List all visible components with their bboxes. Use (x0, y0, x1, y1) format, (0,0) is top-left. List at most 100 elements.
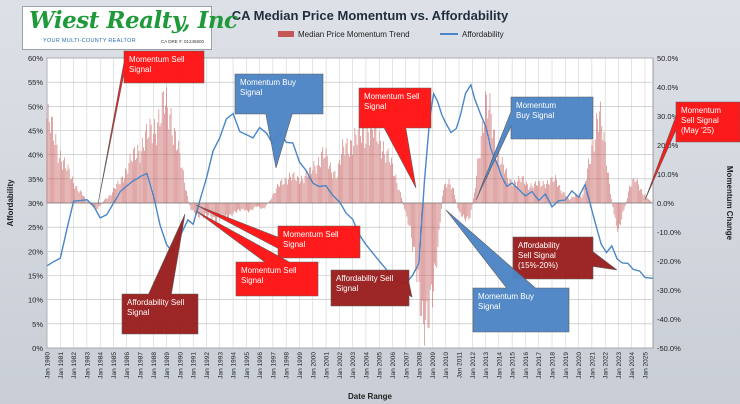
momentum-bar (619, 203, 620, 225)
momentum-bar (437, 203, 439, 248)
momentum-bar (105, 198, 106, 203)
momentum-bar (561, 193, 563, 203)
momentum-bar (642, 193, 644, 203)
momentum-bar (171, 135, 173, 203)
momentum-bar (73, 183, 74, 203)
momentum-bar (635, 180, 637, 203)
momentum-bar (133, 148, 134, 203)
momentum-bar (258, 203, 259, 207)
momentum-bar (313, 161, 315, 203)
momentum-bar (278, 185, 279, 203)
momentum-bar (552, 182, 554, 203)
momentum-bar (480, 135, 482, 203)
momentum-bar (331, 172, 332, 203)
momentum-bar (220, 203, 222, 218)
momentum-bar (352, 154, 353, 203)
momentum-bars (46, 87, 654, 346)
momentum-bar (373, 137, 375, 203)
momentum-bar (545, 188, 546, 203)
momentum-bar (259, 203, 260, 208)
momentum-bar (376, 141, 378, 203)
momentum-bar (95, 203, 97, 208)
momentum-bar (589, 164, 590, 203)
momentum-bar (213, 203, 215, 218)
momentum-bar (375, 119, 377, 203)
callout-text: Momentum Sell (129, 55, 185, 64)
momentum-bar (584, 181, 586, 203)
momentum-bar (302, 179, 304, 203)
momentum-bar (135, 160, 136, 203)
momentum-bar (139, 162, 141, 203)
x-tick-label: Jan 1980 (45, 352, 52, 379)
legend: Median Price Momentum Trend Affordabilit… (278, 30, 504, 39)
momentum-bar (526, 181, 527, 203)
momentum-bar (233, 203, 235, 211)
affordability-line (46, 83, 654, 285)
momentum-bar (285, 179, 287, 203)
momentum-bar (58, 157, 60, 203)
momentum-bar (592, 139, 594, 203)
momentum-bar (227, 203, 228, 219)
momentum-bar (478, 158, 480, 203)
momentum-bar (528, 189, 530, 203)
momentum-bar (546, 183, 547, 203)
momentum-bar (382, 151, 383, 203)
momentum-bar (347, 154, 349, 203)
momentum-bar (483, 132, 484, 203)
momentum-bar (251, 203, 253, 211)
momentum-bar (164, 113, 165, 203)
momentum-bar (293, 172, 295, 203)
momentum-bar (323, 158, 325, 203)
momentum-bar (149, 118, 151, 203)
momentum-bar (432, 203, 433, 308)
momentum-bar (638, 184, 639, 203)
momentum-bar (107, 198, 109, 203)
x-tick-label: Jan 1984 (98, 352, 105, 379)
y-left-tick-label: 30% (28, 199, 43, 208)
momentum-bar (361, 142, 362, 203)
momentum-bar (229, 203, 231, 215)
momentum-bar (597, 119, 598, 203)
x-tick-label: Jan 2010 (443, 352, 450, 379)
right-axis-ticks: -50.0%-40.0%-30.0%-20.0%-10.0%0.0%10.0%2… (657, 54, 681, 353)
wiest-realty-logo: Wiest Realty, Inc YOUR MULTI-COUNTY REAL… (22, 6, 238, 50)
momentum-bar (612, 203, 614, 208)
momentum-bar (129, 153, 131, 203)
momentum-bar (579, 195, 580, 203)
momentum-bar (78, 192, 80, 203)
momentum-bar (161, 92, 163, 203)
momentum-bar (334, 170, 336, 203)
callout-text: Signal (364, 102, 386, 111)
momentum-bar (649, 199, 650, 203)
momentum-bar (81, 191, 82, 203)
momentum-bar (610, 193, 611, 203)
momentum-bar (290, 176, 291, 203)
y-right-label: Momentum Change (725, 166, 734, 241)
momentum-bar (159, 126, 161, 203)
momentum-bar (212, 203, 214, 218)
momentum-bar (455, 199, 456, 203)
y-right-tick-label: 10.0% (657, 170, 679, 179)
momentum-bar (254, 203, 256, 207)
momentum-bar (217, 203, 218, 218)
momentum-bar (417, 203, 419, 270)
momentum-bar (529, 187, 531, 203)
momentum-bar (61, 161, 62, 203)
x-tick-label: Jan 2022 (603, 352, 610, 379)
momentum-bar (535, 181, 536, 203)
momentum-bar (74, 188, 75, 203)
callout-text: Sell Signal (518, 251, 556, 260)
momentum-bar (614, 203, 616, 218)
x-tick-label: Jan 1996 (257, 352, 264, 379)
momentum-bar (309, 167, 310, 203)
momentum-bar (46, 118, 48, 203)
momentum-bar (372, 129, 373, 203)
momentum-bar (630, 187, 631, 203)
momentum-bar (640, 189, 641, 203)
momentum-bar (67, 164, 69, 203)
momentum-bar (407, 203, 409, 225)
momentum-bar (509, 179, 511, 203)
momentum-bar (419, 203, 421, 316)
momentum-bar (329, 165, 330, 203)
momentum-bar (402, 201, 403, 203)
